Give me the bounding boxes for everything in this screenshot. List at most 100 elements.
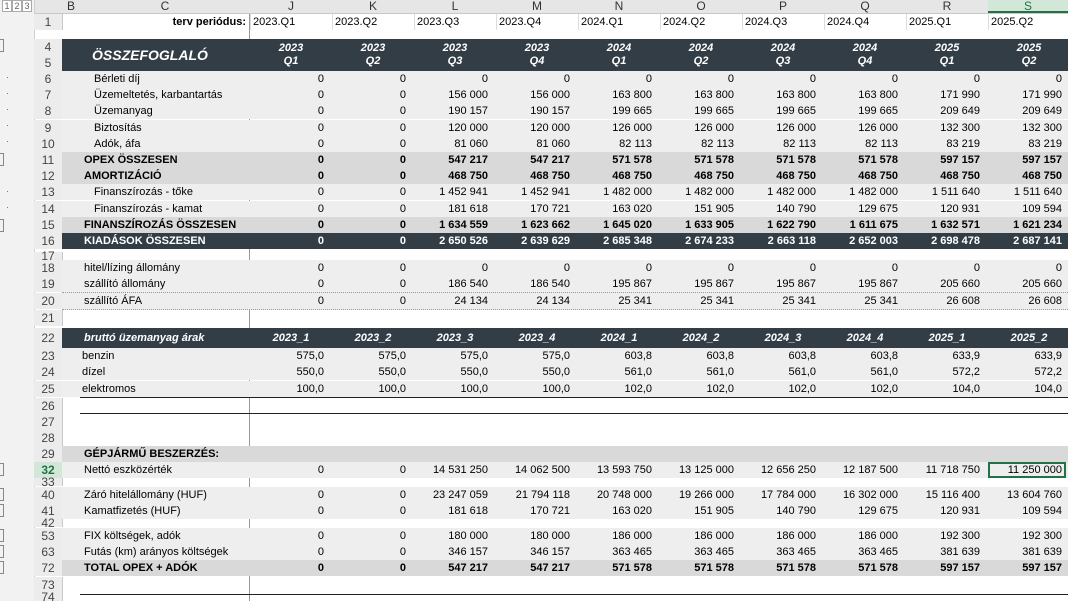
value-cell[interactable]: 381 639 [940,546,980,558]
outline-level-2-button[interactable]: 2 [12,0,22,12]
value-cell[interactable]: 17 784 000 [760,489,816,501]
value-cell[interactable]: 163 020 [612,505,652,517]
value-cell[interactable]: 140 790 [776,202,816,215]
outline-group-bracket[interactable] [0,504,4,517]
value-cell[interactable]: 126 000 [858,121,898,134]
value-cell[interactable]: 1 511 640 [931,186,980,199]
col-header-j[interactable]: J [288,0,294,13]
row-number[interactable]: 53 [34,528,63,544]
value-cell[interactable]: 0 [317,202,324,215]
value-cell[interactable]: 1 623 662 [521,218,570,231]
value-cell[interactable]: 195 867 [776,278,816,291]
row-number[interactable]: 14 [34,200,63,217]
col-header-p[interactable]: P [778,0,787,13]
value-cell[interactable]: 82 113 [783,137,816,150]
value-cell[interactable]: 0 [317,137,324,150]
row-number[interactable]: 12 [34,168,63,185]
row-number[interactable]: 74 [34,591,63,603]
period-cell[interactable]: 2023.Q3 [414,14,499,30]
value-cell[interactable]: 151 905 [694,505,734,517]
row-number[interactable]: 7 [34,87,63,104]
value-cell[interactable]: 0 [317,170,324,183]
period-cell[interactable]: 2023.Q4 [496,14,581,30]
row-number[interactable]: 33 [34,476,63,488]
value-cell[interactable]: 170 721 [530,202,570,215]
value-cell[interactable]: 126 000 [612,121,652,134]
value-cell[interactable]: 363 465 [776,546,816,558]
value-cell[interactable]: 0 [317,489,324,501]
row-number[interactable]: 16 [34,233,63,249]
value-cell[interactable]: 0 [973,262,980,274]
value-cell[interactable]: 0 [645,262,652,274]
row-label[interactable]: Finanszírozás - tőke [94,186,194,199]
outline-level-1-button[interactable]: 1 [2,0,12,12]
outline-group-bracket[interactable] [0,561,4,574]
value-cell[interactable]: 100,0 [378,382,406,395]
outline-group-bracket[interactable] [0,219,4,232]
period-cell[interactable]: 2024.Q1 [578,14,663,30]
value-cell[interactable]: 0 [891,73,898,85]
value-cell[interactable]: 0 [317,546,324,558]
value-cell[interactable]: 633,9 [1034,350,1062,362]
value-cell[interactable]: 571 578 [776,562,816,574]
period-cell[interactable]: 2025.Q2 [988,14,1068,30]
value-cell[interactable]: 2 674 233 [685,235,734,247]
value-cell[interactable]: 120 931 [940,202,980,215]
value-cell[interactable]: 547 217 [530,154,570,166]
value-cell[interactable]: 102,0 [870,382,898,395]
row-label[interactable]: dízel [82,366,106,379]
value-cell[interactable]: 199 665 [694,105,734,118]
value-cell[interactable]: 572,2 [1034,366,1062,379]
value-cell[interactable]: 83 219 [1028,137,1062,150]
row-number[interactable]: 19 [34,276,63,293]
value-cell[interactable]: 468 750 [940,170,980,183]
col-header-b[interactable]: B [66,0,75,13]
value-cell[interactable]: 1 633 905 [685,218,734,231]
value-cell[interactable]: 156 000 [448,89,488,102]
row-number[interactable]: 8 [34,103,63,120]
value-cell[interactable]: 104,0 [952,382,980,395]
value-cell[interactable]: 561,0 [706,366,734,379]
value-cell[interactable]: 102,0 [624,382,652,395]
value-cell[interactable]: 2 652 003 [849,235,898,247]
value-cell[interactable]: 0 [399,489,406,501]
value-cell[interactable]: 205 660 [940,278,980,291]
value-cell[interactable]: 547 217 [530,562,570,574]
row-number[interactable]: 22 [34,328,63,348]
value-cell[interactable]: 0 [399,121,406,134]
value-cell[interactable]: 363 465 [612,546,652,558]
value-cell[interactable]: 1 632 571 [931,218,980,231]
row-label[interactable]: OPEX ÖSSZESEN [84,154,178,166]
value-cell[interactable]: 597 157 [1022,562,1062,574]
value-cell[interactable]: 0 [317,278,324,291]
value-cell[interactable]: 186 000 [858,530,898,542]
value-cell[interactable]: 1 511 640 [1013,186,1062,199]
row-number[interactable]: 20 [34,292,63,309]
value-cell[interactable]: 0 [1055,262,1062,274]
row-number[interactable]: 41 [34,503,63,519]
value-cell[interactable]: 571 578 [776,154,816,166]
value-cell[interactable]: 1 482 000 [767,186,816,199]
value-cell[interactable]: 181 618 [448,505,488,517]
value-cell[interactable]: 13 604 760 [1006,489,1062,501]
value-cell[interactable]: 468 750 [612,170,652,183]
value-cell[interactable]: 2 687 141 [1013,235,1062,247]
value-cell[interactable]: 1 452 941 [439,186,488,199]
value-cell[interactable]: 0 [481,262,488,274]
value-cell[interactable]: 547 217 [448,562,488,574]
value-cell[interactable]: 0 [399,105,406,118]
col-header-m[interactable]: M [532,0,542,13]
outline-group-bracket[interactable] [0,529,4,542]
period-cell[interactable]: 2024.Q3 [742,14,827,30]
value-cell[interactable]: 25 341 [618,294,652,307]
value-cell[interactable]: 126 000 [776,121,816,134]
value-cell[interactable]: 181 618 [448,202,488,215]
value-cell[interactable]: 171 990 [940,89,980,102]
value-cell[interactable]: 195 867 [694,278,734,291]
value-cell[interactable]: 186 000 [776,530,816,542]
value-cell[interactable]: 199 665 [858,105,898,118]
value-cell[interactable]: 575,0 [460,350,488,362]
row-number[interactable]: 4 [34,39,63,55]
value-cell[interactable]: 171 990 [1022,89,1062,102]
value-cell[interactable]: 209 649 [940,105,980,118]
